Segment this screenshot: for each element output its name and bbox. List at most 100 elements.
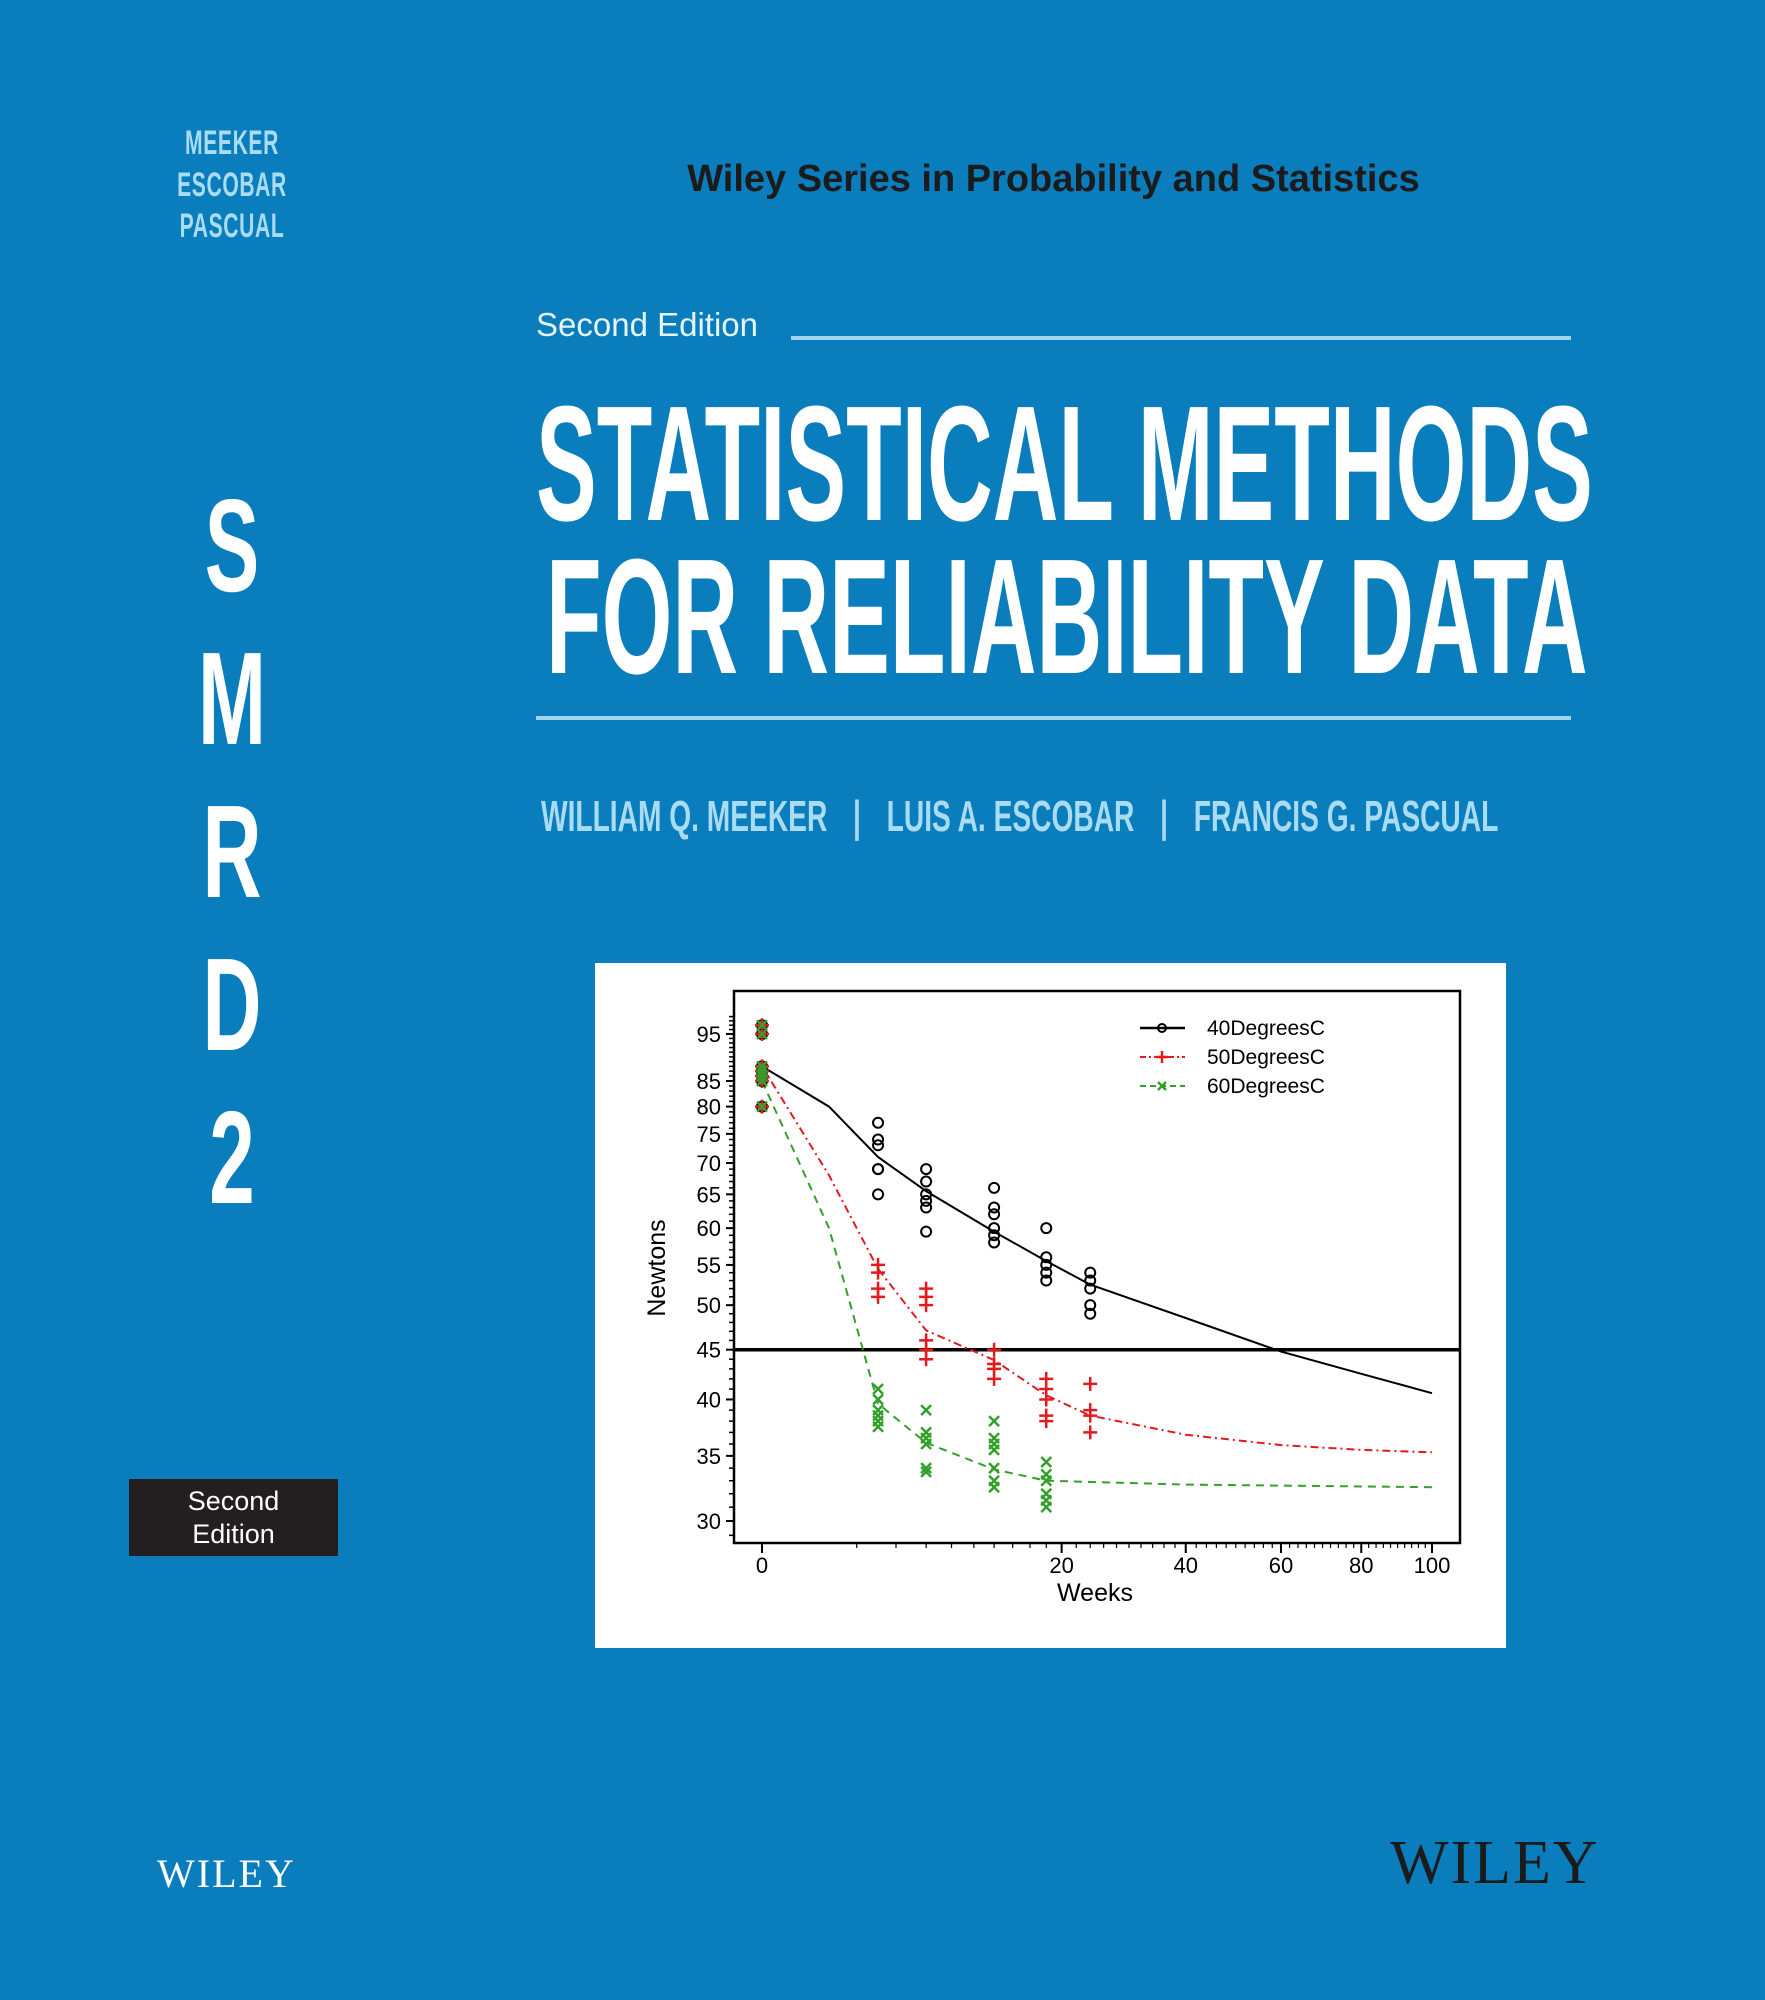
- data-point-60: [920, 1462, 932, 1475]
- y-tick-label: 85: [697, 1069, 721, 1094]
- spine-publisher-logo: WILEY: [157, 1851, 296, 1896]
- x-tick-label: 60: [1269, 1553, 1293, 1578]
- y-tick-label: 55: [697, 1253, 721, 1278]
- data-point-40: [988, 1222, 1001, 1235]
- legend-marker-40: [1157, 1023, 1167, 1033]
- book-title-line-1: STATISTICAL METHODS: [536, 372, 1593, 555]
- data-point-60: [1040, 1474, 1053, 1487]
- author-list: WILLIAM Q. MEEKER | LUIS A. ESCOBAR | FR…: [541, 792, 1498, 842]
- data-point-60-week0: [756, 1060, 768, 1073]
- data-point-60: [988, 1415, 1000, 1428]
- data-point-40: [1040, 1251, 1053, 1264]
- data-point-40: [988, 1181, 1001, 1194]
- data-point-50: [1083, 1408, 1098, 1423]
- data-point-60-week0: [756, 1028, 768, 1040]
- x-tick-label: 40: [1174, 1553, 1198, 1578]
- legend-label: 50DegreesC: [1207, 1046, 1325, 1069]
- data-point-60: [872, 1383, 884, 1395]
- data-point-40: [1084, 1274, 1097, 1287]
- y-tick-label: 65: [697, 1182, 721, 1207]
- y-tick-label: 95: [697, 1022, 721, 1047]
- y-tick-label: 35: [697, 1444, 721, 1469]
- data-point-40: [988, 1201, 1001, 1214]
- data-point-40: [1084, 1282, 1097, 1295]
- data-point-40: [920, 1163, 933, 1176]
- series-title: Wiley Series in Probability and Statisti…: [687, 158, 1420, 200]
- plot-frame: [732, 989, 1462, 1545]
- data-point-60-week0: [756, 1065, 768, 1078]
- data-point-60: [988, 1443, 1000, 1456]
- data-point-60: [1040, 1456, 1053, 1468]
- y-axis-label: Newtons: [643, 1219, 671, 1316]
- cover-chart: 30 35 40 45 50 55 60 65 70 75 80 85 95 0 20 40 60 80 100 4…: [595, 963, 1506, 1648]
- y-tick-label: 70: [697, 1151, 721, 1176]
- fit-curve-60: [761, 1080, 1433, 1489]
- divider: [536, 716, 1571, 720]
- data-point-40: [872, 1139, 885, 1152]
- data-point-40: [872, 1133, 885, 1146]
- data-point-50: [919, 1298, 934, 1313]
- divider: [791, 336, 1571, 340]
- spine-letter: R: [202, 778, 262, 925]
- y-tick-label: 45: [697, 1338, 721, 1363]
- data-point-40: [920, 1188, 933, 1201]
- y-tick-label: 30: [697, 1509, 721, 1534]
- data-point-60-week0: [756, 1019, 768, 1032]
- spine-letter: S: [204, 472, 260, 619]
- edition-badge: Second Edition: [129, 1479, 338, 1556]
- spine-author: MEEKER: [185, 124, 279, 162]
- legend-marker-60: [1157, 1081, 1167, 1091]
- x-axis-label: Weeks: [1057, 1579, 1133, 1607]
- edition-label: Second Edition: [536, 306, 758, 343]
- spine-author: ESCOBAR: [177, 166, 287, 204]
- data-point-60: [1040, 1501, 1053, 1514]
- data-point-60: [872, 1420, 884, 1433]
- data-point-50: [919, 1352, 934, 1367]
- book-title-line-2: FOR RELIABILITY DATA: [546, 525, 1588, 708]
- data-point-60: [920, 1438, 932, 1450]
- spine-author: PASCUAL: [179, 207, 285, 245]
- data-point-50: [871, 1265, 886, 1280]
- author: FRANCIS G. PASCUAL: [1193, 792, 1499, 841]
- data-point-60: [872, 1393, 884, 1406]
- y-tick-label: 40: [697, 1387, 721, 1412]
- data-point-50: [871, 1289, 886, 1304]
- spine-letter: 2: [209, 1084, 255, 1231]
- data-point-50: [987, 1371, 1002, 1386]
- fit-curve-40: [761, 1065, 1433, 1395]
- legend: 40DegreesC 50DegreesC 60DegreesC: [1140, 1017, 1325, 1098]
- legend-label: 60DegreesC: [1207, 1075, 1325, 1098]
- data-point-40: [920, 1175, 933, 1188]
- data-point-40: [920, 1194, 933, 1207]
- data-point-50: [1039, 1392, 1054, 1407]
- data-point-60-week0: [756, 1075, 768, 1087]
- data-point-40: [1084, 1299, 1097, 1312]
- data-point-40: [988, 1229, 1001, 1242]
- data-point-50: [1083, 1376, 1098, 1391]
- data-point-60: [988, 1462, 1000, 1475]
- data-point-50: [987, 1342, 1002, 1357]
- y-tick-label: 60: [697, 1216, 721, 1241]
- data-point-40: [1040, 1266, 1053, 1279]
- data-point-40: [1084, 1307, 1097, 1320]
- data-point-60: [920, 1404, 932, 1417]
- data-point-40: [1084, 1266, 1097, 1279]
- data-point-40: [1040, 1258, 1053, 1271]
- legend-marker-50: [1156, 1051, 1168, 1063]
- author: LUIS A. ESCOBAR: [886, 792, 1135, 841]
- x-tick-label: 80: [1349, 1553, 1373, 1578]
- author: WILLIAM Q. MEEKER: [541, 792, 828, 841]
- data-point-50: [1083, 1425, 1098, 1440]
- x-tick-label: 0: [756, 1553, 768, 1578]
- legend-label: 40DegreesC: [1207, 1017, 1325, 1040]
- data-point-40: [872, 1163, 885, 1176]
- separator: |: [1160, 792, 1169, 841]
- x-tick-label: 100: [1414, 1553, 1451, 1578]
- data-point-40: [1040, 1274, 1053, 1287]
- edition-badge-line: Second: [187, 1486, 280, 1516]
- x-tick-label: 20: [1049, 1553, 1073, 1578]
- y-tick-label: 75: [697, 1122, 721, 1147]
- data-point-60-week0: [756, 1100, 768, 1113]
- data-point-40: [872, 1116, 885, 1129]
- publisher-logo: WILEY: [1390, 1829, 1600, 1897]
